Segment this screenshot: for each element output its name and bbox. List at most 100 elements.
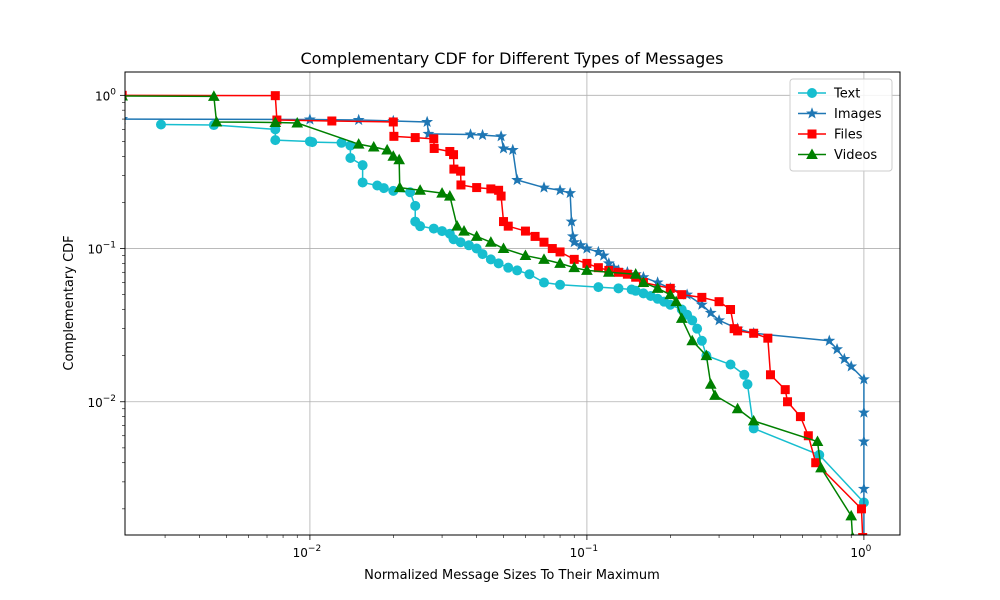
videos-point	[269, 116, 282, 127]
videos-point	[637, 276, 650, 288]
text-point	[593, 282, 604, 293]
text-point	[742, 379, 753, 390]
files-point	[472, 183, 482, 193]
files-point	[520, 226, 530, 236]
videos-point	[850, 531, 855, 535]
files-point	[530, 231, 540, 241]
files-point	[499, 217, 509, 227]
text-point	[357, 160, 368, 171]
videos-point	[443, 190, 456, 201]
files-point	[763, 333, 773, 343]
text-point	[410, 200, 421, 211]
videos-point	[210, 115, 223, 127]
videos-point	[815, 461, 827, 473]
text-point	[555, 279, 566, 290]
series-line-files	[125, 94, 864, 535]
images-point	[857, 406, 870, 418]
images-point	[554, 184, 567, 196]
files-point	[388, 117, 398, 127]
videos-point	[393, 153, 406, 165]
videos-point	[704, 378, 717, 389]
images-point	[580, 242, 593, 254]
images-point	[857, 435, 870, 447]
files-point	[456, 166, 466, 176]
images-point	[845, 360, 858, 372]
videos-point	[497, 242, 510, 254]
images-point	[352, 113, 365, 126]
files-point	[456, 180, 466, 190]
files-point	[449, 150, 459, 160]
videos-point	[458, 225, 470, 236]
files-point	[677, 290, 687, 300]
files-point	[765, 370, 775, 380]
text-point	[378, 183, 389, 194]
legend-marker-files	[807, 129, 817, 139]
files-point	[539, 237, 549, 247]
series-videos	[125, 90, 858, 535]
videos-point	[125, 95, 129, 101]
images-point	[838, 352, 851, 365]
y-tick-label: 10−2	[87, 394, 116, 410]
images-point	[303, 113, 316, 125]
legend-label-images: Images	[834, 107, 882, 122]
images-point	[566, 230, 579, 242]
files-point	[389, 131, 399, 141]
files-point	[270, 91, 280, 101]
series-group	[125, 90, 870, 535]
images-point	[823, 334, 836, 346]
series-files	[125, 90, 868, 535]
text-point	[155, 119, 166, 130]
text-point	[357, 177, 368, 188]
videos-point	[554, 257, 566, 268]
files-point	[803, 431, 813, 441]
text-point	[415, 221, 426, 232]
files-point	[547, 244, 557, 254]
videos-point	[664, 288, 677, 300]
videos-point	[414, 184, 426, 195]
videos-point	[470, 230, 483, 241]
x-tick-label: 10−2	[293, 544, 322, 560]
legend-marker-videos	[806, 148, 818, 159]
text-point	[477, 249, 488, 260]
plot-frame	[124, 71, 901, 536]
files-point	[486, 184, 496, 194]
y-axis-label: Complementary CDF	[62, 235, 77, 370]
text-point	[270, 135, 281, 146]
videos-point	[651, 282, 664, 293]
images-point	[704, 306, 717, 318]
videos-point	[700, 349, 713, 361]
images-point	[476, 128, 489, 141]
videos-point	[352, 138, 365, 149]
images-point	[495, 130, 508, 142]
text-point	[739, 369, 750, 380]
images-point	[464, 128, 477, 140]
files-point	[783, 397, 793, 407]
videos-point	[387, 150, 400, 161]
series-line-text	[160, 123, 865, 504]
text-point	[512, 265, 523, 276]
images-point	[422, 127, 435, 139]
videos-point	[538, 253, 550, 264]
images-point	[506, 143, 519, 156]
text-point	[428, 223, 439, 234]
series-line-images	[125, 118, 865, 535]
images-point	[421, 115, 434, 128]
videos-point	[367, 140, 380, 152]
images-point	[568, 235, 581, 248]
text-point	[613, 283, 624, 294]
text-point	[455, 237, 466, 248]
text-point	[485, 254, 496, 265]
text-point	[345, 152, 356, 163]
y-axis-ticks: 10−2 10−1 100	[87, 87, 125, 510]
videos-point	[581, 264, 593, 275]
legend-marker-text	[807, 88, 817, 98]
images-point	[538, 181, 550, 193]
files-point	[856, 504, 866, 514]
legend: Text Images Files Videos	[789, 78, 893, 172]
files-point	[714, 297, 724, 307]
grid-lines	[125, 72, 900, 535]
videos-point	[568, 261, 581, 273]
x-axis-label: Normalized Message Sizes To Their Maximu…	[364, 568, 660, 583]
legend-label-videos: Videos	[834, 148, 877, 163]
